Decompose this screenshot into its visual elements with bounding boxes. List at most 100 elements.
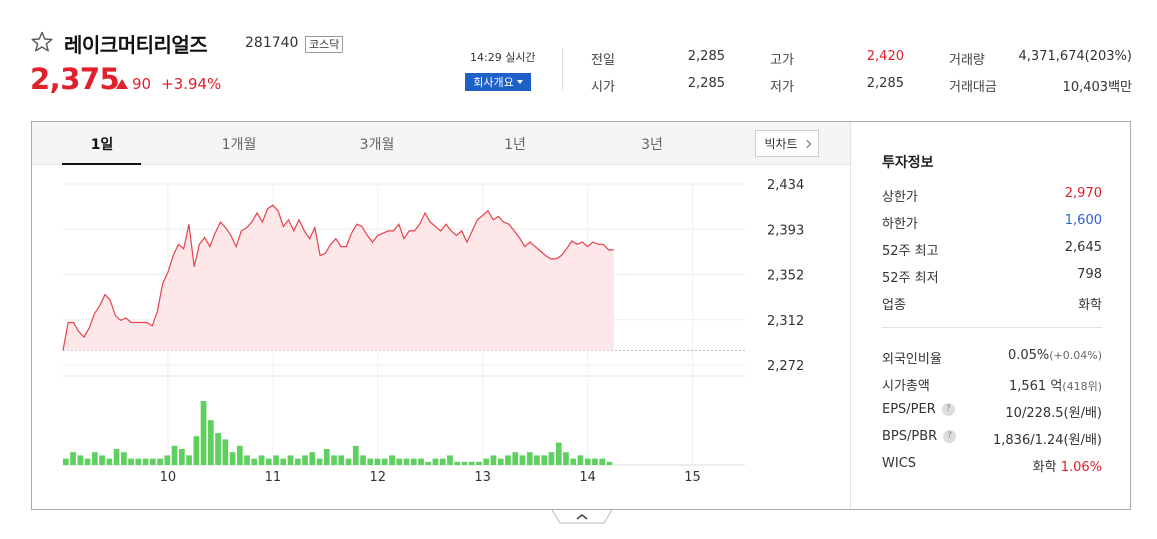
volume-bar	[352, 445, 359, 465]
big-chart-button[interactable]: 빅차트	[755, 130, 819, 157]
volume-bar	[396, 458, 403, 465]
chart-panel: 1일 1개월 3개월 1년 3년 빅차트 2,434 2,393 2,352 2,31…	[31, 121, 1131, 510]
volume-bar	[497, 458, 504, 465]
divider	[882, 327, 1102, 328]
x-tick-label: 10	[160, 470, 177, 485]
realtime-time: 14:29 실시간	[470, 51, 536, 64]
quote-value: 2,285	[866, 76, 904, 91]
info-value: 2,970	[1064, 186, 1102, 201]
quote-value: 4,371,674(203%)	[1018, 49, 1132, 64]
volume-bar	[323, 449, 330, 465]
info-label: WICS	[882, 456, 917, 471]
volume-bar	[244, 455, 250, 465]
stock-code: 281740	[245, 35, 299, 51]
info-value: 798	[1077, 267, 1102, 282]
volume-bar	[534, 455, 540, 465]
help-icon[interactable]: ?	[943, 430, 957, 443]
volume-bar	[92, 452, 98, 465]
volume-bar	[164, 455, 171, 465]
volume-bar	[461, 461, 468, 465]
invest-info-panel: 투자정보 상한가 2,970 하한가 1,600 52주 최고 2,645 52…	[850, 122, 1131, 509]
tab-1year[interactable]: 1년	[504, 137, 526, 153]
info-sub: (418위)	[1062, 380, 1102, 393]
invest-info-title: 투자정보	[882, 155, 934, 171]
info-sub: (+0.04%)	[1049, 349, 1102, 362]
tab-1month[interactable]: 1개월	[221, 137, 257, 153]
current-price: 2,375	[30, 62, 120, 96]
info-label: 상한가	[882, 190, 918, 205]
volume-bar	[222, 439, 229, 465]
info-label: 하한가	[882, 217, 918, 232]
volume-bar	[265, 458, 272, 465]
info-row: EPS/PER? 10/228.5(원/배)	[882, 402, 1102, 421]
quote-value: 2,285	[687, 76, 725, 91]
info-value: 화학	[1078, 298, 1102, 313]
volume-bar	[179, 449, 185, 465]
info-row: 52주 최저 798	[882, 267, 1102, 286]
volume-bar	[468, 461, 475, 465]
volume-bar	[541, 455, 548, 465]
volume-bar	[121, 452, 127, 465]
volume-bar	[150, 458, 156, 465]
x-tick-label: 14	[579, 470, 596, 485]
collapse-toggle[interactable]	[552, 510, 612, 524]
quote-label: 시가	[591, 80, 615, 95]
help-icon[interactable]: ?	[941, 403, 955, 416]
x-tick-label: 12	[369, 470, 386, 485]
volume-bar	[563, 452, 569, 465]
tab-3month[interactable]: 3개월	[359, 137, 395, 153]
volume-bar	[113, 449, 120, 465]
tab-3year[interactable]: 3년	[641, 137, 663, 153]
volume-bar	[99, 455, 105, 465]
volume-bar	[186, 455, 192, 465]
volume-bar	[135, 458, 142, 465]
volume-bar	[258, 455, 265, 465]
tab-1day[interactable]: 1일	[90, 137, 114, 153]
quote-value: 2,285	[687, 49, 725, 64]
volume-bar	[208, 420, 214, 465]
volume-bar	[526, 452, 533, 465]
volume-bar	[403, 458, 410, 465]
y-tick-label: 2,434	[767, 178, 804, 193]
volume-bar	[77, 455, 84, 465]
volume-bar	[273, 455, 279, 465]
price-line	[62, 204, 614, 351]
quote-label: 저가	[770, 80, 794, 95]
volume-bar	[367, 458, 374, 465]
stock-header: 레이크머티리얼즈 281740 코스닥 2,375 90 +3.94% 14:2…	[0, 0, 1157, 110]
volume-bar	[432, 458, 439, 465]
volume-bar	[606, 461, 613, 465]
info-row: 외국인비율 0.05%(+0.04%)	[882, 348, 1102, 367]
volume-bar	[389, 455, 395, 465]
volume-bar	[410, 458, 417, 465]
volume-bar	[193, 436, 200, 465]
volume-bar	[63, 458, 69, 465]
volume-bar	[84, 458, 91, 465]
info-value: 1,561 억	[1008, 379, 1063, 394]
volume-bar	[215, 433, 221, 465]
volume-bar	[70, 452, 76, 465]
volume-bar	[331, 455, 337, 465]
info-row: WICS 화학 1.06%	[882, 456, 1102, 475]
volume-bar	[483, 458, 490, 465]
info-value: 2,645	[1064, 240, 1102, 255]
x-tick-label: 11	[265, 470, 282, 485]
quote-label: 전일	[591, 53, 615, 68]
info-value: 화학	[1032, 460, 1057, 475]
info-label: 52주 최저	[882, 271, 939, 286]
volume-bar	[584, 458, 591, 465]
volume-bar	[302, 455, 308, 465]
volume-bar	[447, 455, 453, 465]
info-sub: (원/배)	[1063, 433, 1102, 448]
info-row: 업종 화학	[882, 294, 1102, 313]
volume-bar	[505, 455, 511, 465]
up-triangle-icon	[116, 79, 128, 89]
favorite-star-icon[interactable]	[30, 30, 54, 54]
volume-bar	[237, 445, 243, 465]
info-label: BPS/PBR	[882, 429, 938, 444]
info-row: 52주 최고 2,645	[882, 240, 1102, 259]
volume-bar	[309, 452, 316, 465]
volume-bar	[548, 452, 555, 465]
info-row: 하한가 1,600	[882, 213, 1102, 232]
company-overview-button[interactable]: 회사개요	[465, 73, 531, 91]
